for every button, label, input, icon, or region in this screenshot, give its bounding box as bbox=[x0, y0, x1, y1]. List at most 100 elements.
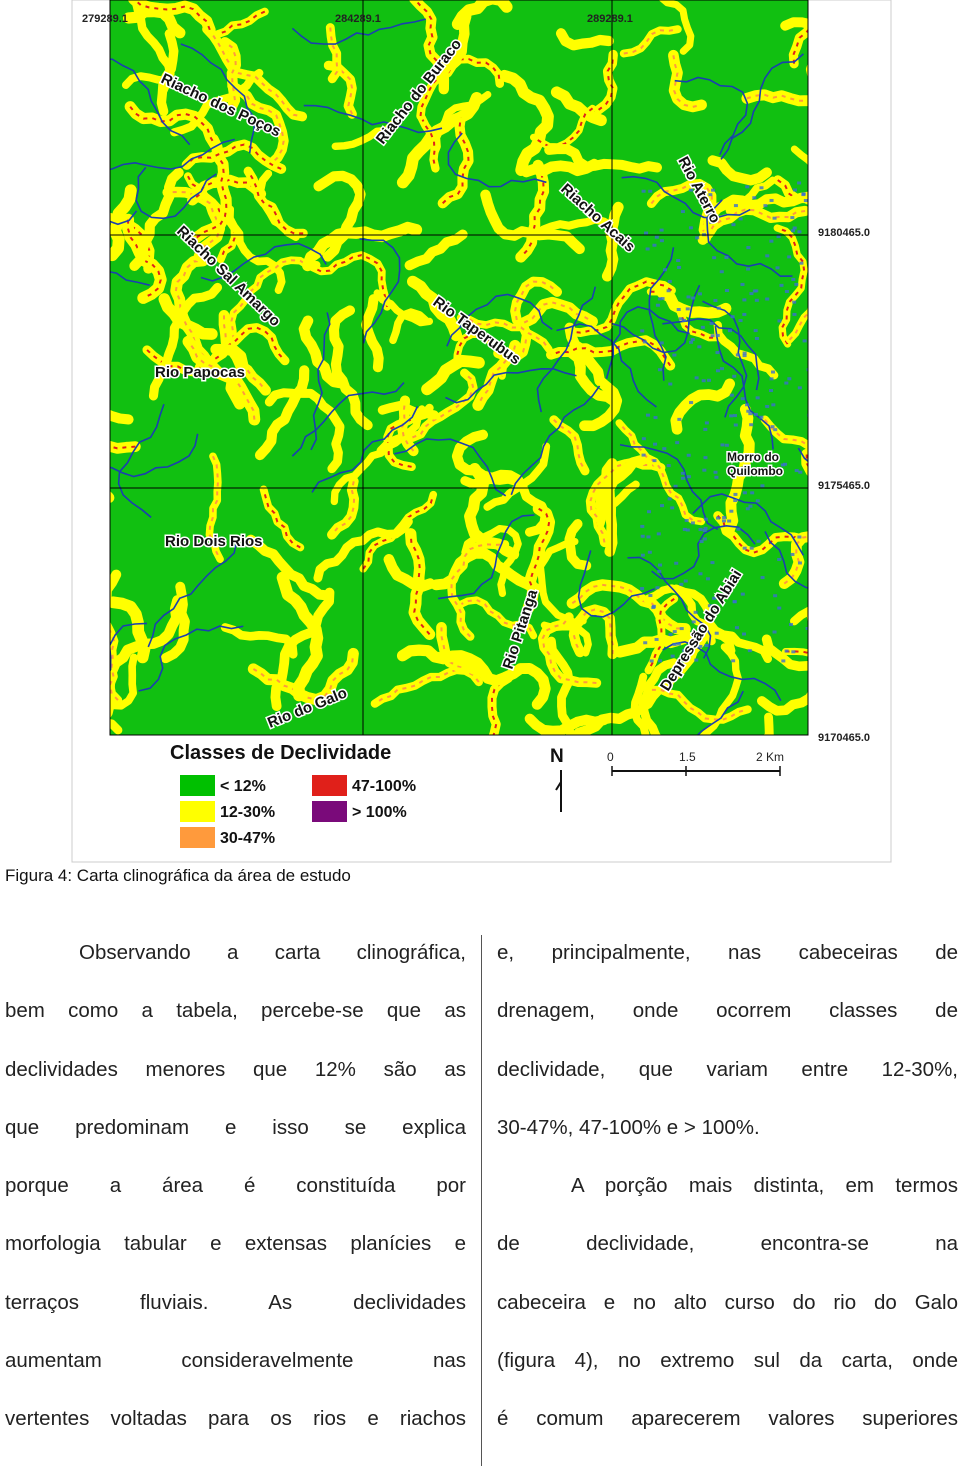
wetland bbox=[640, 587, 645, 591]
wetland bbox=[730, 315, 735, 319]
wetland bbox=[729, 393, 734, 397]
river bbox=[674, 76, 749, 156]
wetland bbox=[712, 256, 717, 260]
steep-band bbox=[553, 419, 586, 472]
wetland bbox=[681, 318, 686, 322]
river bbox=[662, 318, 760, 391]
river bbox=[138, 625, 244, 692]
wetland bbox=[703, 456, 708, 460]
slope-band bbox=[699, 643, 742, 735]
steep-band bbox=[329, 27, 339, 80]
wetland bbox=[640, 553, 645, 557]
coordinate-label: 279289.1 bbox=[82, 13, 128, 25]
wetland bbox=[691, 620, 696, 624]
wetland bbox=[792, 300, 797, 304]
wetland bbox=[794, 282, 799, 286]
wetland bbox=[738, 319, 743, 323]
wetland bbox=[640, 329, 645, 333]
wetland bbox=[746, 409, 751, 413]
slope-band bbox=[160, 581, 190, 664]
wetland bbox=[720, 443, 725, 447]
wetland bbox=[769, 239, 774, 243]
river bbox=[180, 43, 256, 154]
steep-band bbox=[167, 190, 221, 257]
wetland bbox=[776, 235, 781, 239]
wetland bbox=[676, 308, 681, 312]
wetland bbox=[709, 322, 714, 326]
wetland bbox=[780, 463, 785, 467]
river bbox=[147, 541, 238, 648]
river bbox=[662, 640, 782, 702]
wetland bbox=[652, 243, 657, 247]
wetland bbox=[710, 561, 715, 565]
wetland bbox=[746, 267, 751, 271]
wetland bbox=[753, 329, 758, 333]
wetland bbox=[773, 594, 778, 598]
wetland bbox=[788, 622, 793, 626]
river bbox=[510, 385, 601, 496]
wetland bbox=[732, 374, 737, 378]
slope-band bbox=[790, 145, 808, 166]
wetland bbox=[702, 529, 707, 533]
river bbox=[291, 18, 427, 45]
text-line: bem como a tabela, percebe-se que as bbox=[5, 999, 466, 1023]
slope-band bbox=[524, 713, 609, 735]
wetland bbox=[643, 641, 648, 645]
wetland bbox=[686, 475, 691, 479]
wetland bbox=[660, 297, 665, 301]
river bbox=[536, 286, 597, 413]
wetland bbox=[749, 292, 754, 296]
wetland bbox=[747, 649, 752, 653]
wetland bbox=[715, 369, 720, 373]
wetland bbox=[662, 447, 667, 451]
legend-swatch bbox=[312, 775, 347, 796]
steep-band bbox=[783, 535, 808, 585]
wetland bbox=[791, 277, 796, 281]
slope-band bbox=[110, 184, 137, 262]
river bbox=[605, 306, 690, 379]
wetland bbox=[749, 546, 754, 550]
scale-label: 2 Km bbox=[756, 750, 784, 764]
slope-band bbox=[760, 415, 808, 453]
slope-band bbox=[566, 579, 691, 635]
river bbox=[110, 622, 147, 672]
wetland bbox=[697, 629, 702, 633]
slope-band bbox=[421, 354, 485, 396]
wetland bbox=[755, 396, 760, 400]
wetland bbox=[691, 296, 696, 300]
wetland bbox=[708, 193, 713, 197]
map-border bbox=[109, 0, 809, 736]
wetland bbox=[740, 592, 745, 596]
wetland bbox=[703, 427, 708, 431]
slope-band bbox=[447, 540, 510, 641]
wetland bbox=[698, 644, 703, 648]
wetland bbox=[742, 546, 747, 550]
slope-band bbox=[373, 289, 434, 327]
wetland bbox=[724, 255, 729, 259]
wetland bbox=[680, 210, 685, 214]
wetland bbox=[806, 368, 808, 372]
legend-label: 12-30% bbox=[220, 804, 275, 821]
slope-band bbox=[298, 315, 348, 389]
map-label: Rio Dois Rios bbox=[165, 533, 263, 550]
wetland bbox=[672, 353, 677, 357]
wetland bbox=[651, 604, 656, 608]
wetland bbox=[641, 189, 646, 193]
river bbox=[110, 433, 199, 478]
slope-band bbox=[331, 120, 396, 151]
steep-band bbox=[208, 455, 221, 560]
wetland bbox=[678, 317, 683, 321]
wetland bbox=[753, 412, 758, 416]
slope-band bbox=[555, 28, 614, 51]
map-label: Morro do bbox=[727, 450, 779, 464]
slope-band bbox=[396, 644, 494, 684]
north-arrow bbox=[555, 770, 562, 812]
slope-band bbox=[713, 321, 779, 380]
river bbox=[702, 300, 748, 418]
wetland bbox=[659, 228, 664, 232]
slope-band bbox=[227, 256, 321, 343]
wetland bbox=[694, 658, 699, 662]
wetland bbox=[714, 475, 719, 479]
